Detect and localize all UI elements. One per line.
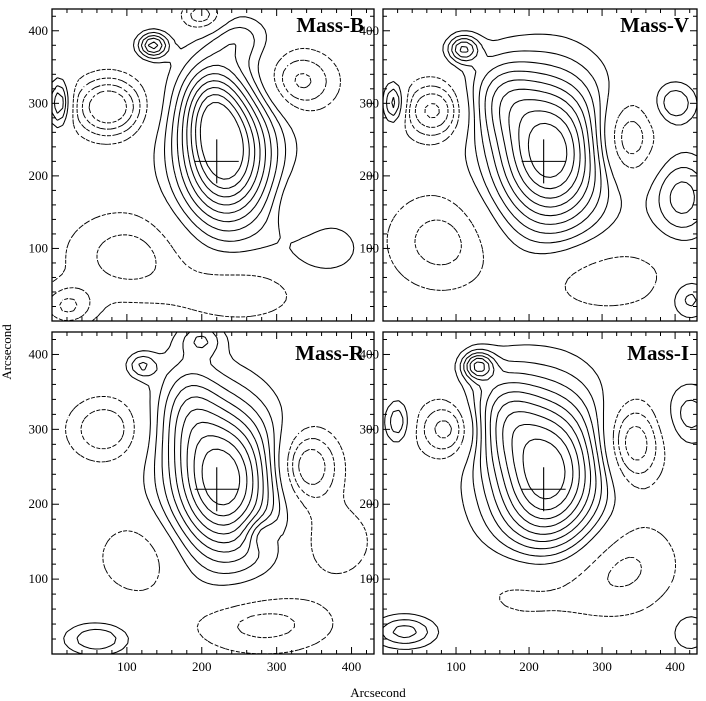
contour-level [508, 99, 581, 199]
contours-mass-r [63, 331, 368, 655]
frame-mass-r [51, 331, 375, 655]
panel-mass-r: Mass-R [51, 331, 375, 655]
contour-level [473, 361, 586, 528]
contour-level [466, 355, 597, 543]
tick-label: 200 [519, 659, 539, 674]
panel-mass-v: Mass-V [382, 8, 698, 322]
contour-level [527, 122, 568, 178]
tick-label: 200 [360, 168, 380, 183]
contour-level [424, 103, 440, 119]
tick-label: 400 [360, 23, 380, 38]
contours-mass-v [382, 30, 698, 319]
contour-level [391, 38, 695, 234]
tick-label: 300 [592, 659, 612, 674]
x-axis-label: Arcsecond [350, 685, 406, 700]
contour-level [65, 396, 368, 655]
contour-level [144, 37, 272, 223]
contour-level [51, 26, 287, 242]
tick-label: 200 [360, 496, 380, 511]
contours-mass-b [51, 8, 355, 322]
contour-level [51, 8, 341, 322]
title-mass-v: Mass-V [620, 13, 689, 37]
contour-level [386, 76, 658, 307]
contour-level [173, 396, 264, 544]
tick-label: 400 [360, 346, 380, 361]
contour-level [518, 110, 575, 190]
contour-level [434, 420, 648, 461]
tick-label: 100 [117, 659, 137, 674]
frame-mass-v [382, 8, 698, 322]
panel-mass-b: Mass-B [51, 8, 375, 322]
title-mass-b: Mass-B [296, 13, 364, 37]
contour-level [511, 423, 574, 511]
contour-level [76, 331, 281, 650]
tick-label: 300 [29, 95, 49, 110]
tick-label: 200 [29, 496, 49, 511]
contour-level [502, 411, 580, 520]
tick-label: 400 [29, 346, 49, 361]
tick-label: 300 [360, 421, 380, 436]
tick-label: 200 [192, 659, 212, 674]
tick-label: 400 [29, 23, 49, 38]
tick-label: 200 [29, 168, 49, 183]
contour-level [138, 335, 275, 563]
contour-level [195, 94, 250, 190]
contour-level [51, 16, 355, 269]
contour-level [59, 73, 312, 313]
contour-level [415, 398, 676, 617]
contour-level [186, 421, 254, 526]
contour-level [382, 348, 698, 644]
contour-level [51, 8, 327, 322]
frame-mass-i [382, 331, 698, 655]
contour-level [53, 34, 279, 232]
contour-level [88, 90, 127, 124]
contour-level [147, 41, 267, 214]
tick-label: 300 [267, 659, 287, 674]
axis-ticks: 100 200 300 400 100 200 300 400 100 200 300 400 100 2… [29, 9, 697, 674]
contour-level [63, 331, 289, 655]
contour-level [385, 34, 698, 307]
contour-level [414, 93, 449, 128]
contour-level [469, 357, 592, 535]
panel-mass-i: Mass-I [382, 331, 698, 655]
contour-level [193, 435, 248, 517]
contour-level [392, 352, 603, 639]
tick-label: 300 [29, 421, 49, 436]
contour-level [298, 448, 326, 485]
tick-label: 100 [446, 659, 466, 674]
contour-level [167, 384, 269, 553]
tick-label: 100 [29, 240, 49, 255]
title-mass-r: Mass-R [295, 341, 365, 365]
contour-level [382, 343, 698, 650]
contour-level [186, 80, 261, 206]
tick-label: 100 [29, 571, 49, 586]
contour-level [190, 86, 256, 198]
contour-level [201, 448, 241, 506]
contour-level [408, 85, 644, 266]
title-mass-i: Mass-I [627, 341, 689, 365]
y-axis-label: Arcsecond [0, 324, 14, 380]
contour-level [498, 88, 586, 208]
contour-level [180, 408, 259, 535]
contour-level [199, 102, 244, 180]
tick-label: 100 [360, 571, 380, 586]
tick-label: 300 [360, 95, 380, 110]
contour-level [80, 409, 335, 639]
contour-level [459, 45, 591, 217]
tick-label: 400 [665, 659, 685, 674]
tick-label: 400 [342, 659, 362, 674]
contour-level [454, 41, 596, 225]
contours-mass-i [382, 343, 698, 650]
tick-label: 100 [360, 240, 380, 255]
contour-level [423, 409, 657, 588]
frame-mass-b [51, 8, 375, 322]
